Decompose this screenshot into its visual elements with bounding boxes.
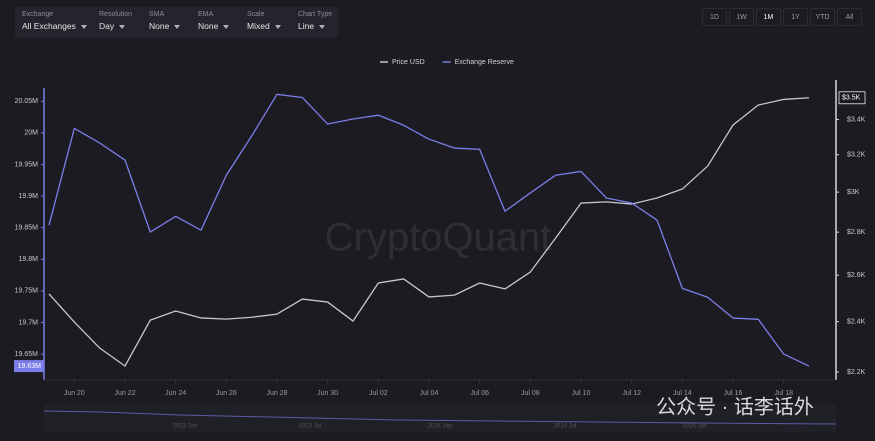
- range-button[interactable]: 1D: [702, 8, 727, 26]
- range-button[interactable]: YTD: [810, 8, 835, 26]
- watermark: CryptoQuant: [325, 216, 552, 260]
- navigator: [44, 403, 836, 433]
- range-button[interactable]: 1Y: [783, 8, 808, 26]
- y2-tick-label: $3.2K: [847, 152, 866, 159]
- x-tick-label: Jul 16: [724, 390, 743, 397]
- y2-tick-label: $2.6K: [847, 272, 866, 279]
- x-tick-label: Jun 30: [317, 390, 338, 397]
- control[interactable]: SMA None: [149, 11, 180, 31]
- navigator-label: 2024 Jan: [428, 424, 453, 430]
- control-value: None: [149, 21, 180, 31]
- x-tick-label: Jun 24: [165, 390, 186, 397]
- x-tick-label: Jul 18: [774, 390, 793, 397]
- series-line: [48, 93, 810, 367]
- series-line: [48, 97, 810, 367]
- control-value: None: [198, 21, 229, 31]
- x-tick-label: Jul 12: [622, 390, 641, 397]
- control[interactable]: EMA None: [198, 11, 229, 31]
- x-tick-label: Jul 08: [521, 390, 540, 397]
- y2-tick-label: $2.2K: [847, 369, 866, 376]
- control-label: Scale: [247, 11, 265, 18]
- y-tick-label: 20.05M: [15, 98, 39, 105]
- x-tick-label: Jul 14: [673, 390, 692, 397]
- y-tick-label: 19.95M: [15, 161, 39, 168]
- overlay-text: 公众号 · 话李话外: [656, 395, 814, 418]
- x-tick-label: Jun 20: [64, 390, 85, 397]
- control-label: SMA: [149, 11, 165, 18]
- navigator-label: 2023 Jul: [299, 424, 322, 430]
- control[interactable]: Chart Type Line: [298, 11, 332, 31]
- x-tick-label: Jul 04: [420, 390, 439, 397]
- navigator-label: 2023 Jan: [173, 424, 198, 430]
- control-bar: Exchange All Exchanges Resolution Day SMA Non…: [15, 7, 338, 38]
- range-button[interactable]: All: [837, 8, 862, 26]
- current-value-box: [14, 360, 44, 373]
- legend-label: Price USD: [392, 59, 425, 66]
- control[interactable]: Exchange All Exchanges: [22, 11, 87, 31]
- y-tick-label: 20M: [24, 130, 38, 137]
- control[interactable]: Scale Mixed: [247, 11, 281, 31]
- range-button[interactable]: 1M: [756, 8, 781, 26]
- y-tick-label: 19.7M: [19, 319, 39, 326]
- control-label: Resolution: [99, 11, 133, 18]
- control-value: All Exchanges: [22, 21, 87, 31]
- range-button[interactable]: 1W: [729, 8, 754, 26]
- current-value-box: [838, 91, 866, 105]
- control-value: Mixed: [247, 21, 281, 31]
- x-tick-label: Jul 02: [369, 390, 388, 397]
- x-tick-label: Jun 28: [266, 390, 287, 397]
- y2-tick-label: $2.8K: [847, 229, 866, 236]
- control-label: Chart Type: [298, 11, 333, 18]
- y-tick-label: 19.9M: [19, 193, 39, 200]
- x-tick-label: Jul 06: [470, 390, 489, 397]
- navigator-label: 2025 Jan: [683, 424, 708, 430]
- legend-label: Exchange Reserve: [455, 59, 514, 66]
- x-tick-label: Jun 26: [216, 390, 237, 397]
- y-tick-label: 19.85M: [15, 225, 39, 232]
- x-tick-label: Jul 10: [572, 390, 591, 397]
- y-tick-label: 19.75M: [15, 288, 39, 295]
- navigator-line: [43, 410, 837, 425]
- control[interactable]: Resolution Day: [99, 11, 132, 31]
- control-label: Exchange: [22, 11, 54, 18]
- y2-tick-label: $3.4K: [847, 116, 866, 123]
- control-value: Line: [298, 21, 332, 31]
- control-label: EMA: [198, 11, 214, 18]
- current-value-label: $3.5K: [842, 95, 861, 102]
- control-value: Day: [99, 21, 132, 31]
- y-tick-label: 19.65M: [15, 351, 39, 358]
- current-value-label: 19.63M: [18, 363, 42, 370]
- x-tick-label: Jun 22: [114, 390, 135, 397]
- navigator-label: 2024 Jul: [554, 424, 577, 430]
- range-selector: 1D 1W 1M 1Y YTD All: [702, 8, 862, 26]
- y2-tick-label: $2.4K: [847, 318, 866, 325]
- y2-tick-label: $3K: [847, 189, 860, 196]
- y-tick-label: 19.8M: [19, 256, 39, 263]
